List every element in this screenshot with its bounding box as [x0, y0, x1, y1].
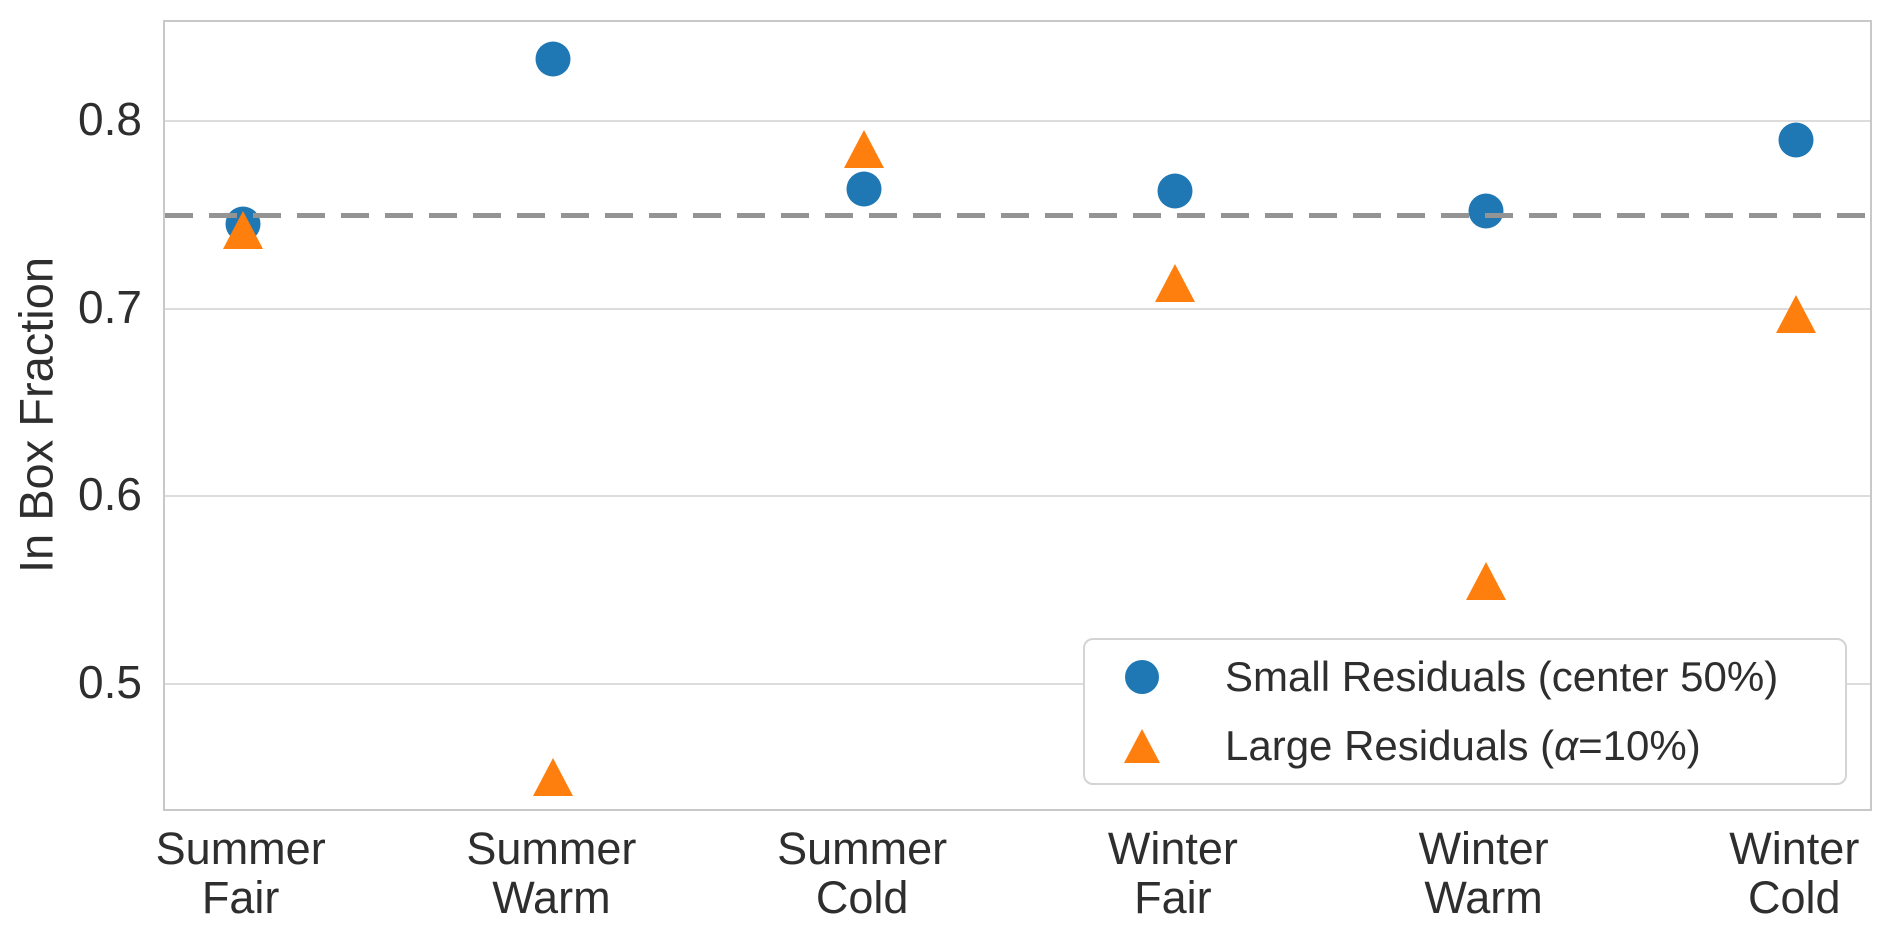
x-tick-label: Summer Cold — [777, 823, 948, 923]
gridline-y-0.7 — [165, 307, 1870, 310]
y-tick-label: 0.5 — [78, 655, 142, 708]
data-point-triangle — [1154, 263, 1195, 302]
legend: Small Residuals (center 50%) Large Resid… — [1083, 638, 1847, 785]
data-point-circle — [1778, 122, 1814, 158]
legend-row-large-residuals: Large Residuals (α=10%) — [1085, 712, 1845, 782]
x-tick-label: Winter Warm — [1418, 823, 1549, 923]
circle-marker-icon — [1125, 659, 1159, 694]
data-point-triangle — [222, 211, 263, 250]
legend-label-small-residuals: Small Residuals (center 50%) — [1225, 652, 1779, 700]
x-tick-label: Winter Fair — [1107, 823, 1238, 923]
data-point-triangle — [1776, 295, 1817, 334]
data-point-circle — [1157, 173, 1193, 209]
reference-line-075 — [165, 213, 1870, 219]
gridline-y-0.6 — [165, 495, 1870, 498]
gridline-y-0.8 — [165, 120, 1870, 123]
data-point-circle — [846, 171, 882, 207]
y-tick-label: 0.8 — [78, 93, 142, 146]
legend-label-large-residuals: Large Residuals (α=10%) — [1225, 722, 1701, 770]
legend-marker-cell — [1085, 659, 1199, 694]
data-point-triangle — [844, 130, 885, 169]
legend-marker-cell — [1085, 729, 1199, 764]
data-point-triangle — [533, 758, 574, 797]
x-tick-label: Winter Cold — [1729, 823, 1860, 923]
y-tick-label: 0.6 — [78, 468, 142, 521]
y-tick-label: 0.7 — [78, 280, 142, 333]
gridline-y-0.5 — [165, 682, 1870, 685]
triangle-marker-icon — [1124, 729, 1160, 764]
legend-row-small-residuals: Small Residuals (center 50%) — [1085, 642, 1845, 712]
data-point-circle — [535, 41, 571, 77]
data-point-circle — [1468, 193, 1504, 229]
x-tick-label: Summer Fair — [155, 823, 326, 923]
x-tick-label: Summer Warm — [466, 823, 637, 923]
data-point-triangle — [1465, 561, 1506, 600]
plot-area — [163, 20, 1872, 811]
